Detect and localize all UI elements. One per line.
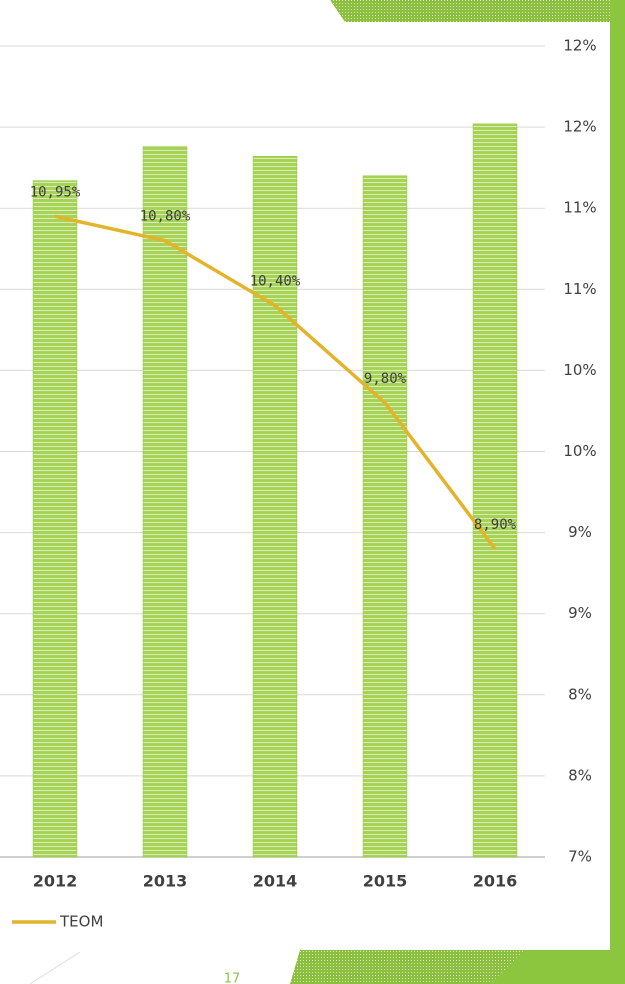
bar: [142, 146, 188, 858]
x-tick-label: 2016: [473, 872, 518, 891]
y-tick-label: 12%: [563, 37, 596, 55]
page-number: 17: [224, 972, 241, 984]
x-tick-label: 2013: [143, 872, 188, 891]
y-tick-label: 8%: [568, 766, 592, 784]
y-tick-label: 8%: [568, 685, 592, 703]
y-tick-label: 10%: [563, 442, 596, 460]
decoration: [330, 0, 625, 22]
data-label: 10,40%: [250, 274, 301, 290]
data-label: 8,90%: [474, 517, 517, 533]
bar: [252, 156, 298, 858]
y-tick-label: 11%: [563, 280, 596, 298]
decoration: [29, 951, 81, 984]
data-label: 10,95%: [30, 184, 81, 200]
y-tick-label: 10%: [563, 361, 596, 379]
y-tick-label: 12%: [563, 118, 596, 136]
line: [54, 214, 497, 550]
bar: [362, 175, 408, 858]
x-tick-label: 2012: [33, 872, 78, 891]
y-tick-label: 9%: [568, 523, 592, 541]
chart: 7% 8% 8% 9% 9% 10% 10% 11% 11% 12% 12% 10,95% 10,80%…: [0, 37, 597, 931]
x-tick-label: 2015: [363, 872, 408, 891]
y-tick-label: 11%: [563, 199, 596, 217]
decoration: [490, 950, 625, 984]
y-tick-label: 7%: [568, 848, 592, 866]
y-tick-label: 9%: [568, 604, 592, 622]
data-label: 10,80%: [140, 209, 191, 225]
x-tick-label: 2014: [253, 872, 298, 891]
data-label: 9,80%: [364, 371, 407, 387]
legend-label: TEOM: [59, 913, 103, 931]
bar: [472, 123, 518, 858]
decoration: [610, 0, 625, 984]
bar: [32, 180, 78, 858]
